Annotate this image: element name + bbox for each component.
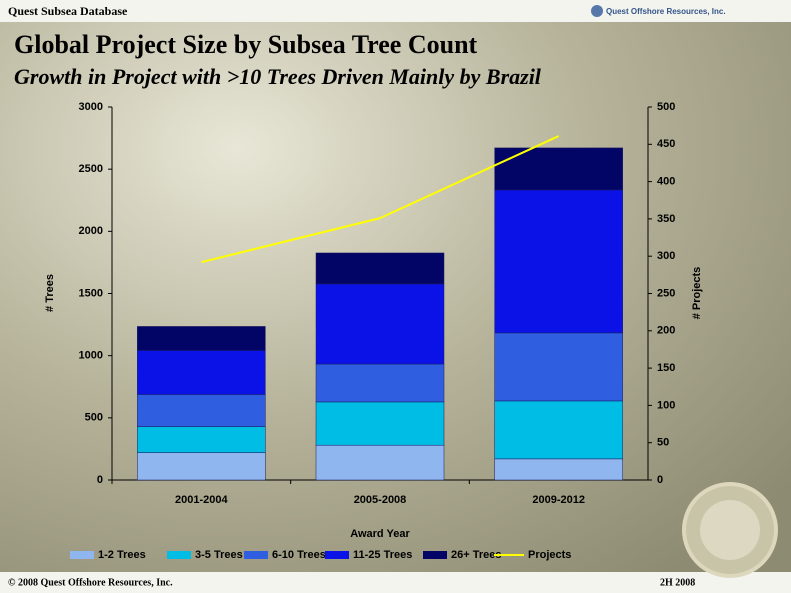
page: Quest Subsea Database Quest Offshore Res…: [0, 0, 791, 593]
bar-segment: [316, 364, 444, 402]
database-label: Quest Subsea Database: [8, 4, 128, 18]
y2-tick-label: 450: [657, 138, 675, 150]
y-tick-label: 3000: [79, 101, 103, 113]
logo-text: Quest Offshore Resources, Inc.: [606, 7, 726, 16]
x-tick-label: 2001-2004: [175, 494, 228, 506]
bar-segment: [316, 284, 444, 364]
legend-swatch: [244, 551, 268, 559]
y2-tick-label: 400: [657, 176, 675, 188]
bar-segment: [495, 401, 623, 459]
bar-segment: [495, 333, 623, 401]
bar-segment: [495, 459, 623, 480]
legend-label: 6-10 Trees: [272, 549, 326, 561]
y2-axis-label: # Projects: [691, 267, 703, 320]
y2-tick-label: 0: [657, 474, 663, 486]
y2-tick-label: 150: [657, 362, 675, 374]
y-tick-label: 1000: [79, 350, 103, 362]
y-tick-label: 2000: [79, 225, 103, 237]
y2-tick-label: 500: [657, 101, 675, 113]
legend-label: 11-25 Trees: [353, 549, 412, 561]
bar-segment: [137, 427, 265, 453]
medallion: [684, 484, 776, 576]
y2-tick-label: 350: [657, 213, 675, 225]
legend-swatch: [423, 551, 447, 559]
period: 2H 2008: [660, 577, 695, 588]
bar-segment: [137, 394, 265, 426]
legend-swatch: [325, 551, 349, 559]
logo-icon: [591, 5, 603, 17]
bar-segment: [316, 402, 444, 445]
legend-label: 26+ Trees: [451, 549, 501, 561]
y-tick-label: 2500: [79, 163, 103, 175]
legend-swatch: [70, 551, 94, 559]
y-axis-label: # Trees: [44, 274, 56, 312]
y2-tick-label: 50: [657, 437, 669, 449]
bar-segment: [137, 326, 265, 350]
bar-segment: [316, 253, 444, 284]
bar-segment: [316, 445, 444, 480]
bar-segment: [137, 350, 265, 394]
bar-segment: [495, 148, 623, 190]
y2-tick-label: 100: [657, 399, 675, 411]
y-tick-label: 500: [85, 412, 103, 424]
x-tick-label: 2005-2008: [354, 494, 407, 506]
legend-label: 3-5 Trees: [195, 549, 243, 561]
y2-tick-label: 200: [657, 325, 675, 337]
y2-tick-label: 250: [657, 287, 675, 299]
bar-segment: [137, 453, 265, 480]
legend-swatch: [167, 551, 191, 559]
x-tick-label: 2009-2012: [532, 494, 585, 506]
x-axis-label: Award Year: [350, 528, 410, 540]
legend-label: Projects: [528, 549, 571, 561]
chart: Quest Subsea Database Quest Offshore Res…: [0, 0, 791, 593]
copyright: © 2008 Quest Offshore Resources, Inc.: [8, 577, 173, 588]
chart-title: Global Project Size by Subsea Tree Count: [14, 30, 478, 59]
y-tick-label: 1500: [79, 287, 103, 299]
chart-subtitle: Growth in Project with >10 Trees Driven …: [14, 64, 542, 89]
y2-tick-label: 300: [657, 250, 675, 262]
bar-segment: [495, 190, 623, 333]
legend-label: 1-2 Trees: [98, 549, 146, 561]
y-tick-label: 0: [97, 474, 103, 486]
